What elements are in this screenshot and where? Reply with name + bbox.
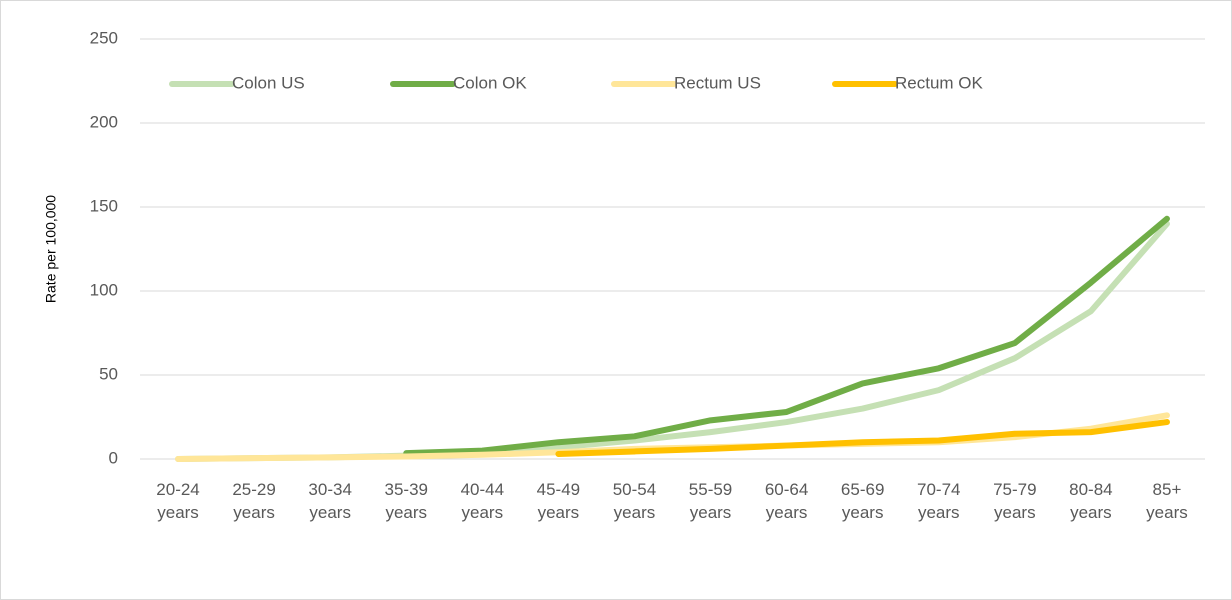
y-tick-label: 250 (90, 28, 118, 47)
legend-label: Colon US (232, 73, 305, 92)
y-axis-label: Rate per 100,000 (43, 195, 59, 303)
x-tick-label: 85+ years (1146, 480, 1188, 522)
x-tick-label: 60-64 years (764, 480, 809, 522)
x-tick-label: 80-84 years (1069, 480, 1113, 522)
series-line (403, 215, 1170, 457)
series-line (555, 419, 1170, 457)
legend-label: Colon OK (453, 73, 527, 92)
x-tick-label: 50-54 years (612, 480, 657, 522)
legend-label: Rectum US (674, 73, 761, 92)
x-tick-label: 45-49 years (536, 480, 581, 522)
y-tick-label: 150 (90, 196, 118, 215)
x-tick-label: 75-79 years (993, 480, 1037, 522)
x-tick-label: 30-34 years (308, 480, 352, 522)
y-tick-label: 200 (90, 112, 118, 131)
x-tick-label: 20-24 years (156, 480, 200, 522)
x-tick-label: 40-44 years (460, 480, 505, 522)
y-tick-label: 0 (109, 448, 118, 467)
y-tick-label: 100 (90, 280, 118, 299)
y-tick-label: 50 (99, 364, 118, 383)
x-tick-label: 65-69 years (840, 480, 885, 522)
x-tick-label: 55-59 years (688, 480, 733, 522)
x-tick-label: 25-29 years (232, 480, 276, 522)
x-tick-label: 70-74 years (917, 480, 961, 522)
legend-label: Rectum OK (895, 73, 984, 92)
x-tick-label: 35-39 years (384, 480, 428, 522)
